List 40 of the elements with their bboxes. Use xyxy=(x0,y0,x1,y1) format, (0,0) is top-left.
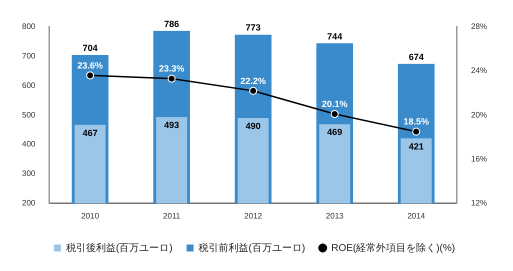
y-tick-label: 800 xyxy=(22,22,36,32)
data-label: 23.3% xyxy=(158,64,184,74)
y2-tick-label: 24% xyxy=(470,66,488,76)
data-label: 704 xyxy=(82,43,98,54)
data-label: 23.6% xyxy=(77,60,103,70)
x-tick-label: 2014 xyxy=(407,211,426,220)
y-tick-label: 200 xyxy=(22,198,36,208)
point xyxy=(330,110,339,118)
x-tick-label: 2010 xyxy=(81,211,100,220)
point xyxy=(168,74,176,83)
data-label: 421 xyxy=(408,141,424,152)
data-label: 469 xyxy=(327,127,342,138)
legend-label: 税引前利益(百万ユーロ) xyxy=(198,242,306,254)
x-tick-label: 2013 xyxy=(326,211,344,220)
legend-label: ROE(経常外項目を除く)(%) xyxy=(331,242,456,254)
y-tick-label: 400 xyxy=(22,140,36,149)
point xyxy=(249,86,258,95)
y2-tick-label: 28% xyxy=(470,22,488,32)
y2-tick-label: 20% xyxy=(470,110,488,120)
y-tick-label: 300 xyxy=(22,169,36,178)
legend-label: 税引後利益(百万ユーロ) xyxy=(66,242,173,254)
x-tick-label: 2011 xyxy=(163,211,181,220)
data-label: 22.2% xyxy=(240,76,266,86)
data-label: 467 xyxy=(82,128,98,138)
data-label: 786 xyxy=(164,18,180,29)
y-tick-label: 700 xyxy=(22,51,36,60)
data-label: 773 xyxy=(246,22,261,33)
data-label: 493 xyxy=(164,120,180,130)
y-tick-label: 600 xyxy=(22,80,36,90)
data-label: 490 xyxy=(246,121,261,132)
data-label: 20.1% xyxy=(322,98,348,109)
data-label: 18.5% xyxy=(403,116,429,127)
data-label: 744 xyxy=(327,31,342,42)
y-tick-label: 500 xyxy=(22,110,36,120)
y2-tick-label: 16% xyxy=(470,154,488,164)
data-label: 674 xyxy=(408,52,424,62)
x-tick-label: 2012 xyxy=(244,211,263,220)
y2-tick-label: 12% xyxy=(470,198,488,208)
point xyxy=(412,128,420,136)
point xyxy=(86,71,94,80)
